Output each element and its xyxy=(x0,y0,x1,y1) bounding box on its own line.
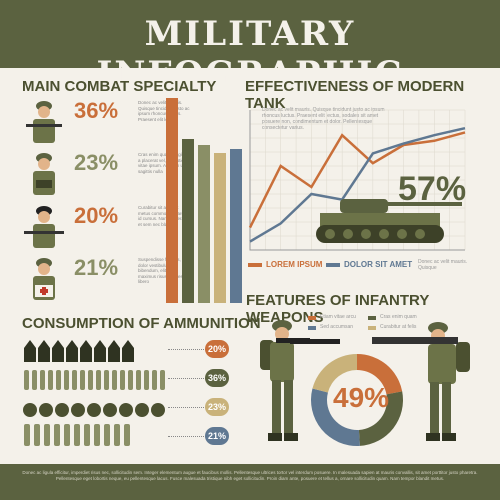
tank-line-chart xyxy=(248,109,466,251)
soldier-sniper-icon xyxy=(24,206,64,248)
combat-text: Donec ac velit mauris. Quisque tincidunt… xyxy=(138,100,190,122)
footer-bar: Donec ac ligula efficitur, imperdiet ris… xyxy=(0,464,500,500)
soldier-gunner-icon xyxy=(260,320,310,441)
donut-slice xyxy=(358,391,403,446)
tank-side-text: Donec ac velit mauris. Quisque xyxy=(418,259,468,271)
combat-pct: 20% xyxy=(74,203,119,228)
infantry-legend: Etiam vitae arcu xyxy=(320,314,356,320)
bazooka-icon xyxy=(372,337,458,344)
ammo-leader xyxy=(168,349,206,350)
soldier-bazooka-icon xyxy=(426,322,470,441)
combat-row: 20% Curabitur sit amet ut metus commodo … xyxy=(22,203,189,251)
footer-text: Donec ac ligula efficitur, imperdiet ris… xyxy=(22,470,478,481)
ammo-leader xyxy=(168,407,206,408)
rifle-icon xyxy=(290,339,340,344)
main-title: MILITARY INFOGRAPHIC xyxy=(96,14,404,94)
legend-swatch xyxy=(248,263,262,267)
donut-slice xyxy=(357,354,403,395)
soldier-rifle-icon xyxy=(26,101,62,143)
infantry-title: FEATURES OF INFANTRY WEAPONS xyxy=(246,292,430,326)
combat-row: 23% Cras enim quam, sagittis a placerat … xyxy=(22,150,188,198)
legend-swatch xyxy=(368,326,376,330)
ammo-badge: 20% xyxy=(205,340,229,358)
combat-pct: 21% xyxy=(74,255,119,280)
ammunition-icons xyxy=(23,340,165,446)
legend-swatch xyxy=(326,263,340,267)
ammo-badge: 21% xyxy=(205,427,229,445)
combat-bar xyxy=(198,145,210,303)
combat-bar xyxy=(214,153,226,303)
combat-bar xyxy=(166,98,178,303)
infantry-donut-chart xyxy=(311,354,403,446)
soldier-medic-icon xyxy=(33,258,55,300)
combat-pct: 23% xyxy=(74,150,119,175)
legend-swatch xyxy=(308,326,316,330)
ammo-leader xyxy=(168,436,206,437)
header-bar: MILITARY INFOGRAPHIC xyxy=(0,0,500,94)
donut-hole xyxy=(328,371,386,429)
combat-row: 21% Suspendisse facilisis, dolor vestibu… xyxy=(22,255,189,303)
combat-title: MAIN COMBAT SPECIALTY xyxy=(22,78,217,95)
donut-slice xyxy=(311,388,360,446)
combat-text: Curabitur sit amet ut metus commodo phar… xyxy=(138,205,190,227)
ammo-badge: 23% xyxy=(205,398,229,416)
ammo-title: CONSUMPTION OF AMMUNITION xyxy=(22,315,261,332)
combat-text: Cras enim quam, sagittis a placerat vel,… xyxy=(138,152,188,174)
combat-bar xyxy=(182,139,194,303)
combat-bar xyxy=(230,149,242,303)
infantry-legend: Curabitur at felis xyxy=(380,324,417,330)
donut-slice xyxy=(312,354,357,393)
combat-pct: 36% xyxy=(74,98,119,123)
tank-legend-2: DOLOR SIT AMET xyxy=(344,260,413,269)
ammo-leader xyxy=(168,378,206,379)
tank-pct: 57% xyxy=(398,170,467,208)
tank-series-line xyxy=(249,126,466,243)
axis xyxy=(249,110,465,251)
soldier-radio-icon xyxy=(33,153,55,195)
tank-legend-1: LOREM IPSUM xyxy=(266,260,323,269)
ammo-badge: 36% xyxy=(205,369,229,387)
infantry-pct: 49% xyxy=(333,382,390,413)
tank-title: EFFECTIVENESS OF MODERN TANK xyxy=(245,78,465,112)
infantry-legend: Cras enim quam xyxy=(380,314,417,320)
tank-icon xyxy=(316,199,462,243)
legend-swatch xyxy=(368,316,376,320)
legend-swatch xyxy=(308,316,316,320)
tank-series-line xyxy=(248,131,466,229)
infantry-legend: Sed accumsan xyxy=(320,324,354,330)
combat-row: 36% Donec ac velit mauris. Quisque tinci… xyxy=(22,98,190,146)
combat-text: Suspendisse facilisis, dolor vestibulum … xyxy=(138,257,189,284)
